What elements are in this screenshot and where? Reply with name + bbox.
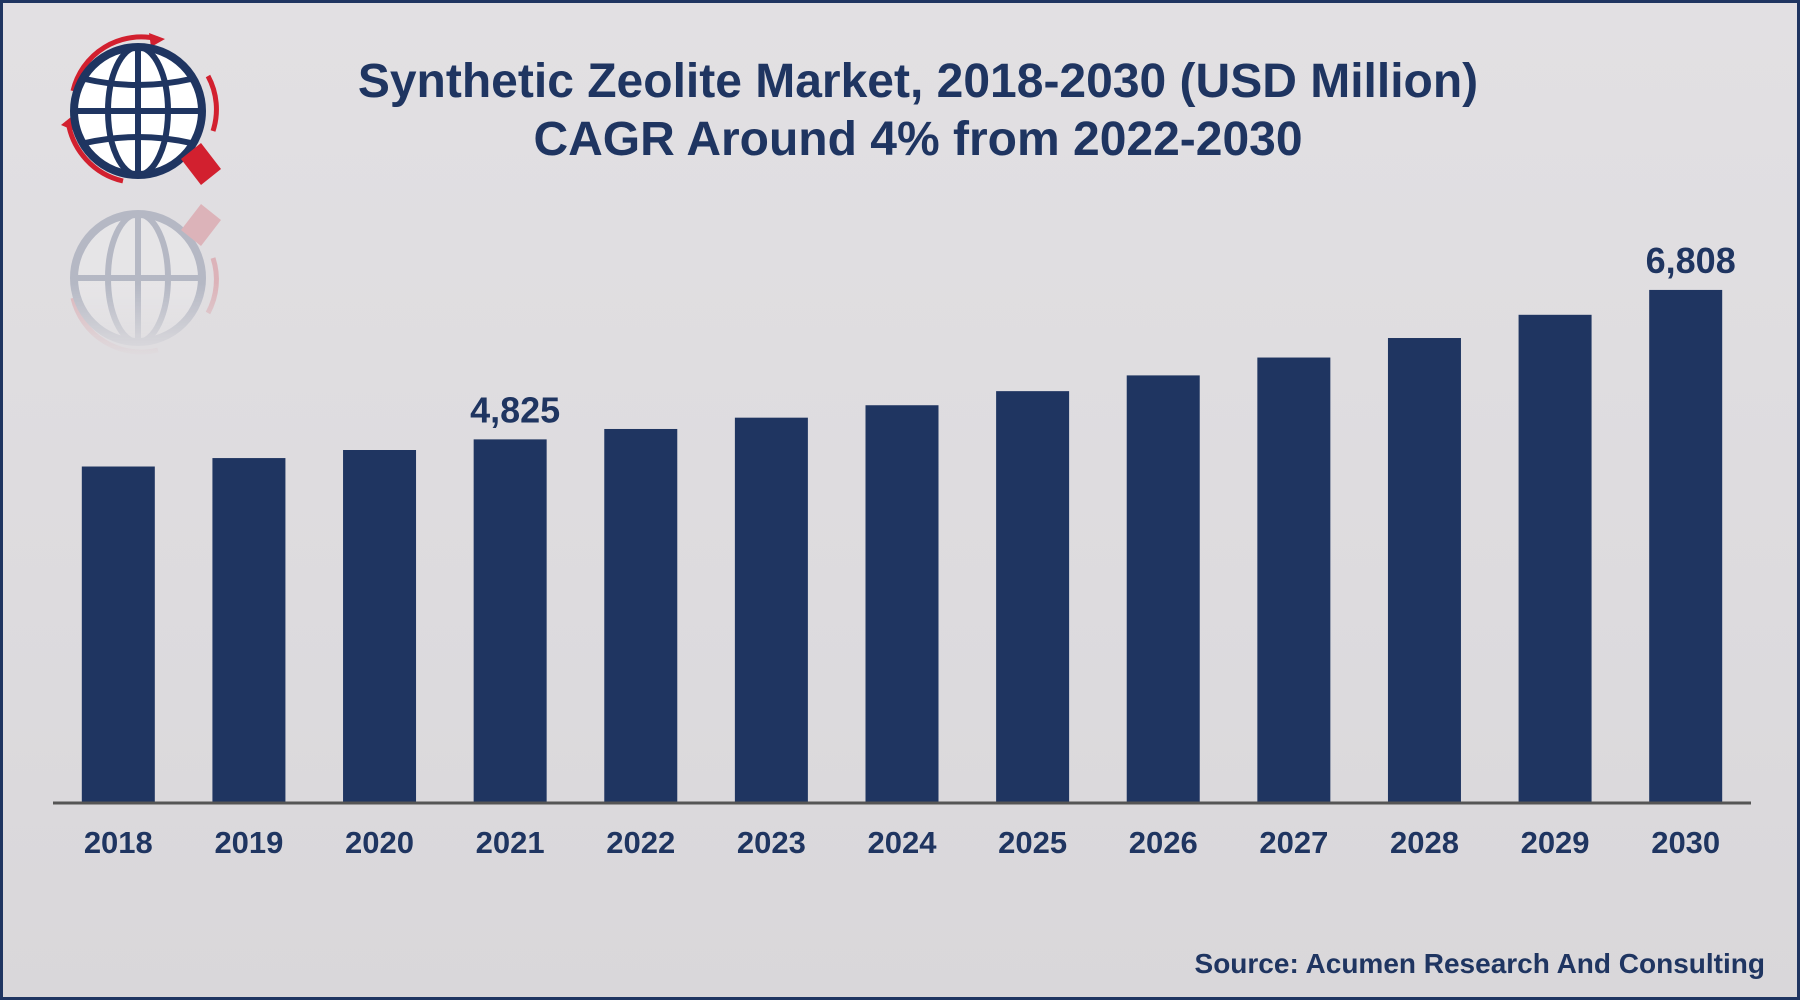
bar-2022 xyxy=(604,428,678,803)
x-tick-label: 2023 xyxy=(737,825,806,860)
data-labels: 4,825 6,808 xyxy=(470,240,1736,430)
x-tick-label: 2025 xyxy=(998,825,1067,860)
x-tick-label: 2028 xyxy=(1390,825,1459,860)
x-tick-label: 2029 xyxy=(1521,825,1590,860)
bar-2026 xyxy=(1126,375,1200,803)
bar-2030 xyxy=(1649,289,1723,803)
data-label-2021: 4,825 xyxy=(470,389,560,430)
bar-2029 xyxy=(1518,314,1592,803)
data-label-2030: 6,808 xyxy=(1646,240,1736,281)
bar-2024 xyxy=(865,405,939,803)
x-tick-label: 2021 xyxy=(476,825,545,860)
bar-2028 xyxy=(1387,338,1461,803)
chart-title: Synthetic Zeolite Market, 2018-2030 (USD… xyxy=(253,53,1583,169)
source-note: Source: Acumen Research And Consulting xyxy=(1194,948,1765,979)
x-tick-label: 2026 xyxy=(1129,825,1198,860)
x-tick-label: 2024 xyxy=(868,825,938,860)
bar-chart: 2018 2019 2020 2021 2022 2023 2024 2025 2026 2027… xyxy=(53,240,1751,860)
bar-2019 xyxy=(212,458,286,803)
x-tick-label: 2018 xyxy=(84,825,153,860)
chart-subtitle: CAGR Around 4% from 2022-2030 xyxy=(533,113,1303,166)
globe-logo-reflection-icon xyxy=(70,204,221,355)
bars-group xyxy=(81,289,1723,803)
bar-2020 xyxy=(343,450,417,803)
bar-2023 xyxy=(734,417,808,803)
chart-title-line: Synthetic Zeolite Market, 2018-2030 (USD… xyxy=(357,55,1479,108)
bar-2027 xyxy=(1257,357,1331,803)
bar-2025 xyxy=(996,391,1070,803)
x-tick-label: 2022 xyxy=(606,825,675,860)
x-tick-label: 2030 xyxy=(1651,825,1720,860)
x-tick-label: 2027 xyxy=(1259,825,1328,860)
x-tick-labels: 2018 2019 2020 2021 2022 2023 2024 2025 2026 2027… xyxy=(84,825,1720,860)
x-tick-label: 2020 xyxy=(345,825,414,860)
globe-logo-icon xyxy=(61,33,221,185)
bar-2018 xyxy=(81,466,155,803)
x-tick-label: 2019 xyxy=(214,825,283,860)
bar-2021 xyxy=(473,439,547,803)
